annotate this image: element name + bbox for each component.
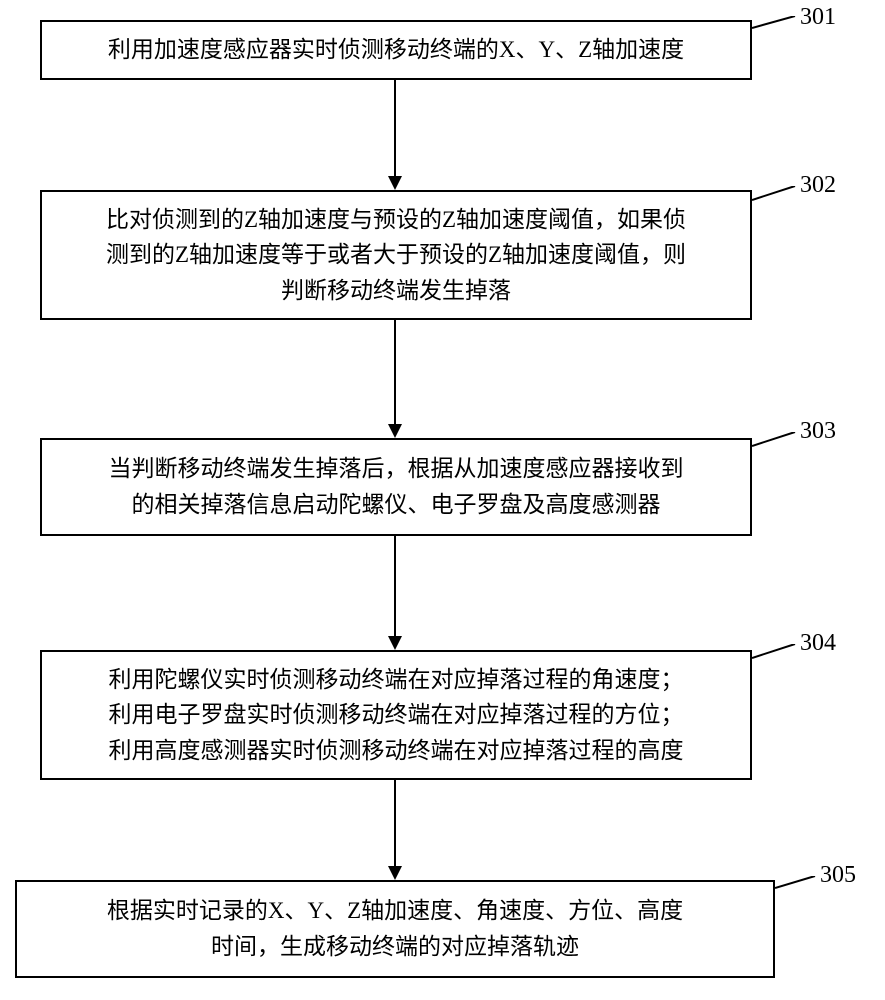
flow-node-label-304: 304 <box>800 630 836 657</box>
flowchart-canvas: 利用加速度感应器实时侦测移动终端的X、Y、Z轴加速度 301 比对侦测到的Z轴加速度… <box>0 0 885 1000</box>
leader-line <box>752 644 797 660</box>
flow-node-302: 比对侦测到的Z轴加速度与预设的Z轴加速度阈值，如果侦 测到的Z轴加速度等于或者大… <box>40 190 752 320</box>
flow-arrow <box>380 780 410 880</box>
flow-node-305: 根据实时记录的X、Y、Z轴加速度、角速度、方位、高度 时间，生成移动终端的对应掉… <box>15 880 775 978</box>
flow-arrow <box>380 80 410 190</box>
leader-line <box>752 16 797 30</box>
leader-line <box>752 432 797 448</box>
flow-node-label-303: 303 <box>800 418 836 445</box>
flow-node-label-305: 305 <box>820 862 856 889</box>
flow-node-label-302: 302 <box>800 172 836 199</box>
leader-line <box>775 876 817 890</box>
flow-node-303: 当判断移动终端发生掉落后，根据从加速度感应器接收到 的相关掉落信息启动陀螺仪、电… <box>40 438 752 536</box>
flow-node-304: 利用陀螺仪实时侦测移动终端在对应掉落过程的角速度； 利用电子罗盘实时侦测移动终端… <box>40 650 752 780</box>
flow-arrow <box>380 536 410 650</box>
flow-node-label-301: 301 <box>800 4 836 31</box>
leader-line <box>752 186 797 202</box>
flow-node-301: 利用加速度感应器实时侦测移动终端的X、Y、Z轴加速度 <box>40 20 752 80</box>
flow-arrow <box>380 320 410 438</box>
